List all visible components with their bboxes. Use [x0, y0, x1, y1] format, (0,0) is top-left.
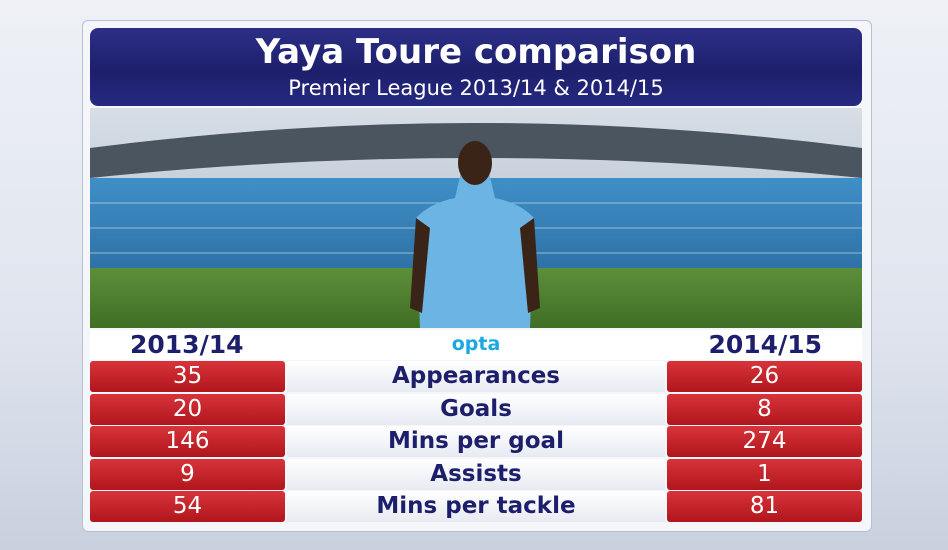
cell-2014-15: 1 [667, 458, 862, 490]
cell-2014-15: 26 [667, 361, 862, 392]
table-row: 20 Goals 8 [90, 393, 862, 425]
title-bar: Yaya Toure comparison Premier League 201… [90, 28, 862, 106]
stat-label: Goals [287, 393, 665, 425]
cell-2013-14: 54 [90, 491, 285, 522]
stat-label: Appearances [287, 361, 665, 392]
logo: opta [451, 333, 501, 355]
cell-2013-14: 146 [90, 426, 285, 457]
column-header-row: 2013/14 opta 2014/15 [90, 330, 862, 360]
subtitle: Premier League 2013/14 & 2014/15 [288, 76, 664, 100]
cell-2013-14: 35 [90, 361, 285, 392]
cell-2014-15: 81 [667, 491, 862, 522]
stat-label: Mins per goal [287, 426, 665, 457]
column-header: 2014/15 [708, 330, 822, 359]
column-header: 2013/14 [130, 330, 244, 359]
stadium-image [90, 108, 862, 328]
stat-label: Assists [287, 458, 665, 490]
table-row: 146 Mins per goal 274 [90, 426, 862, 457]
table-row: 9 Assists 1 [90, 458, 862, 490]
table-row: 54 Mins per tackle 81 [90, 491, 862, 522]
cell-2014-15: 8 [667, 393, 862, 425]
cell-2013-14: 9 [90, 458, 285, 490]
stat-label: Mins per tackle [287, 491, 665, 522]
table-row: 35 Appearances 26 [90, 361, 862, 392]
title: Yaya Toure comparison [255, 32, 697, 72]
cell-2014-15: 274 [667, 426, 862, 457]
cell-2013-14: 20 [90, 393, 285, 425]
